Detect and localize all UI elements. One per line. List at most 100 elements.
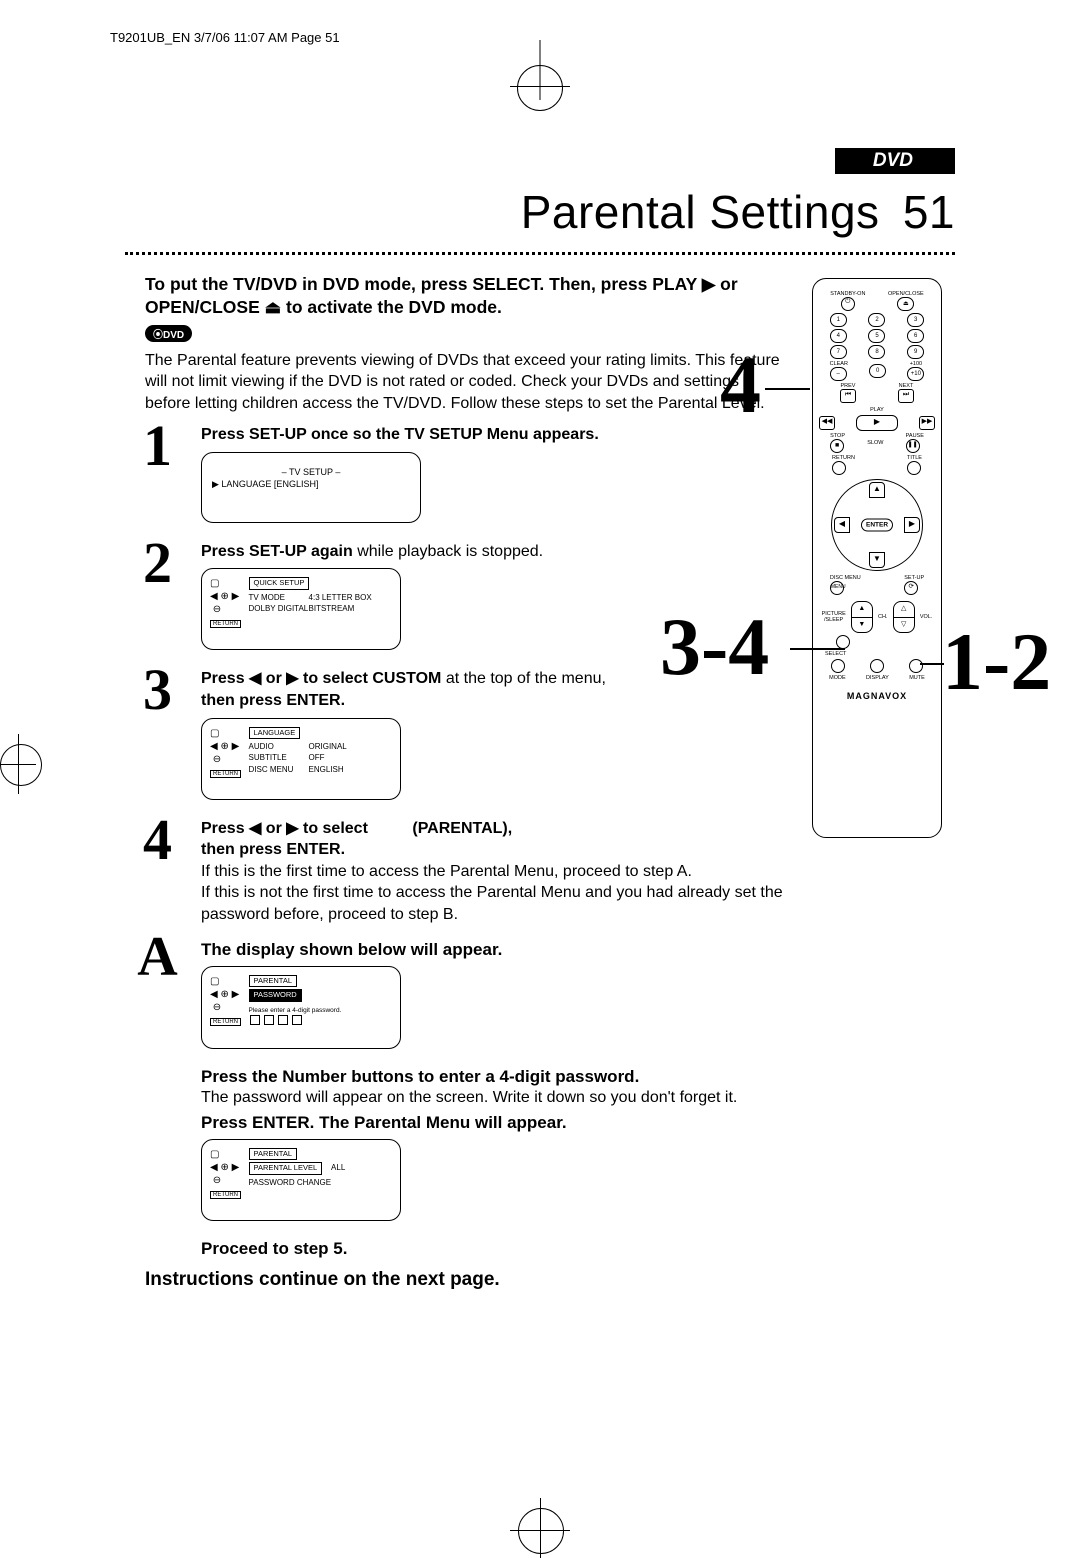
- vol-buttons[interactable]: △▽: [893, 601, 915, 633]
- callout-4: 4: [720, 338, 761, 432]
- num-2-button[interactable]: 2: [868, 313, 885, 327]
- screen-tab: PARENTAL: [249, 1148, 297, 1161]
- title-button[interactable]: [907, 461, 921, 475]
- screen-row: OFF: [309, 753, 325, 762]
- ff-button[interactable]: ▶▶: [919, 416, 935, 430]
- clear-button[interactable]: –: [830, 367, 847, 381]
- divider: [125, 250, 955, 255]
- display-label: DISPLAY: [866, 675, 889, 681]
- proceed-line: Proceed to step 5.: [201, 1239, 785, 1259]
- enter-button[interactable]: ENTER: [861, 519, 893, 532]
- step-number: 1: [125, 412, 190, 479]
- disc-menu-label: DISC MENU: [830, 575, 861, 581]
- continue-line: Instructions continue on the next page.: [145, 1269, 785, 1291]
- prev-label: PREV: [840, 383, 856, 389]
- step-3-line1b: at the top of the menu,: [441, 670, 606, 687]
- stop-label: STOP: [830, 433, 845, 439]
- left-button[interactable]: ◀: [834, 517, 850, 533]
- step-2-prefix: Press SET-UP again: [201, 543, 353, 560]
- mode-label: MODE: [829, 675, 846, 681]
- onscreen-tv-setup: – TV SETUP – ▶ LANGUAGE [ENGLISH]: [201, 452, 421, 523]
- next-button[interactable]: ⏭: [898, 389, 914, 403]
- ch-buttons[interactable]: ▲▼: [851, 601, 873, 633]
- openclose-label: OPEN/CLOSE: [888, 291, 924, 297]
- openclose-button[interactable]: ⏏: [897, 297, 914, 311]
- screen-row: ORIGINAL: [309, 742, 347, 751]
- vol-label: VOL.: [920, 614, 933, 620]
- prev-button[interactable]: ⏮: [840, 389, 856, 403]
- screen-row: AUDIO: [249, 741, 309, 752]
- brand-label: MAGNAVOX: [819, 691, 935, 701]
- dvd-tag-icon: ⦿DVD: [145, 325, 192, 342]
- num-5-button[interactable]: 5: [868, 329, 885, 343]
- standby-button[interactable]: ⏻: [841, 297, 855, 311]
- stop-button[interactable]: ■: [830, 439, 844, 453]
- step-4-line2: then press ENTER.: [201, 841, 345, 858]
- title-text: Parental Settings: [521, 186, 880, 238]
- return-button[interactable]: [832, 461, 846, 475]
- password-box: [250, 1015, 260, 1025]
- up-button[interactable]: ▲: [869, 482, 885, 498]
- screen-row-selected: PASSWORD: [249, 989, 302, 1002]
- plus100-label: +100: [907, 361, 924, 367]
- num-3-button[interactable]: 3: [907, 313, 924, 327]
- substep-a-line3-bold: Press ENTER. The Parental Menu will appe…: [201, 1113, 785, 1133]
- picture-sleep-label: PICTURE /SLEEP: [822, 611, 846, 623]
- callout-line: [765, 388, 810, 390]
- header-meta: T9201UB_EN 3/7/06 11:07 AM Page 51: [110, 30, 340, 45]
- num-6-button[interactable]: 6: [907, 329, 924, 343]
- setup-label: SET-UP: [904, 575, 924, 581]
- ch-label: CH.: [878, 614, 887, 620]
- mute-label: MUTE: [909, 675, 925, 681]
- select-button[interactable]: [831, 659, 845, 673]
- nav-icons: ▢◀ ⊕ ▶ ⊖RETURN: [210, 577, 246, 629]
- num-1-button[interactable]: 1: [830, 313, 847, 327]
- mute-button-circ[interactable]: [909, 659, 923, 673]
- onscreen-parental-password: ▢◀ ⊕ ▶ ⊖RETURN PARENTAL PASSWORD Please …: [201, 966, 401, 1049]
- screen-row: BITSTREAM: [309, 604, 355, 613]
- pause-label: PAUSE: [906, 433, 924, 439]
- num-4-button[interactable]: 4: [830, 329, 847, 343]
- password-box: [278, 1015, 288, 1025]
- step-2-suffix: while playback is stopped.: [353, 543, 543, 560]
- picture-button[interactable]: [836, 635, 850, 649]
- disc-menu-button[interactable]: MENU: [830, 581, 844, 595]
- step-4-body2: If this is not the first time to access …: [201, 882, 785, 925]
- screen-tab: QUICK SETUP: [249, 577, 310, 590]
- screen-line: ▶ LANGUAGE [ENGLISH]: [212, 479, 410, 490]
- nav-icons: ▢◀ ⊕ ▶ ⊖RETURN: [210, 975, 246, 1027]
- screen-prompt: Please enter a 4-digit password.: [249, 1007, 342, 1014]
- plus10-button[interactable]: +10: [907, 367, 924, 381]
- play-button[interactable]: ▶: [856, 415, 898, 431]
- page-number: 51: [903, 186, 955, 238]
- nav-icons: ▢◀ ⊕ ▶ ⊖RETURN: [210, 1148, 246, 1200]
- crop-mark: [510, 86, 570, 87]
- play-label: PLAY: [819, 407, 935, 413]
- step-1-text: Press SET-UP once so the TV SETUP Menu a…: [201, 426, 599, 443]
- setup-button[interactable]: ⟳: [904, 581, 918, 595]
- num-0-button[interactable]: 0: [869, 364, 886, 378]
- callout-3-4: 3-4: [660, 600, 769, 694]
- step-4-body1: If this is the first time to access the …: [201, 861, 785, 883]
- down-button[interactable]: ▼: [869, 552, 885, 568]
- step-1: 1 Press SET-UP once so the TV SETUP Menu…: [145, 424, 785, 523]
- slow-label: SLOW: [867, 440, 883, 446]
- num-9-button[interactable]: 9: [907, 345, 924, 359]
- rew-button[interactable]: ◀◀: [819, 416, 835, 430]
- substep-letter: A: [125, 925, 190, 989]
- substep-a: A The display shown below will appear. ▢…: [145, 940, 785, 1259]
- screen-row: TV MODE: [249, 592, 309, 603]
- screen-row: DISC MENU: [249, 764, 309, 775]
- pause-button[interactable]: ❚❚: [906, 439, 920, 453]
- right-button[interactable]: ▶: [904, 517, 920, 533]
- intro-body: The Parental feature prevents viewing of…: [145, 350, 785, 415]
- step-number: 4: [125, 806, 190, 873]
- num-7-button[interactable]: 7: [830, 345, 847, 359]
- num-8-button[interactable]: 8: [868, 345, 885, 359]
- nav-icons: ▢◀ ⊕ ▶ ⊖RETURN: [210, 727, 246, 779]
- step-4-gap: [368, 820, 412, 837]
- display-button-circ[interactable]: [870, 659, 884, 673]
- substep-a-title: The display shown below will appear.: [201, 940, 785, 960]
- return-label: RETURN: [832, 455, 855, 461]
- title-label: TITLE: [907, 455, 922, 461]
